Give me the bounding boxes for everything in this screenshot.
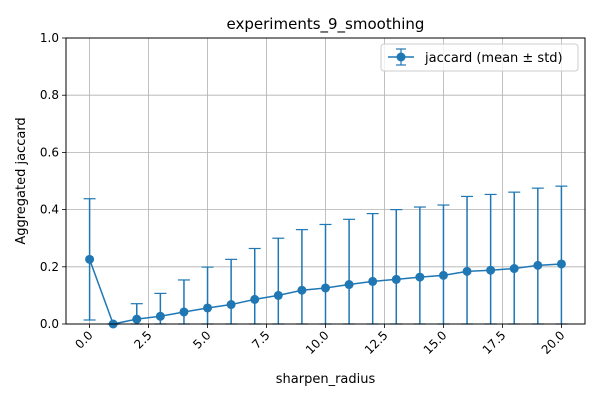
data-point — [85, 254, 95, 264]
data-point — [273, 290, 283, 300]
data-point — [486, 265, 496, 275]
data-point — [132, 314, 142, 324]
data-point — [391, 274, 401, 284]
data-point — [179, 307, 189, 317]
data-point — [203, 303, 213, 313]
y-axis-label: Aggregated jaccard — [14, 117, 29, 244]
data-point — [250, 294, 260, 304]
legend-box — [380, 43, 579, 72]
data-point — [368, 276, 378, 286]
y-tick-label: 0.6 — [40, 145, 59, 159]
data-point — [533, 260, 543, 270]
data-point — [226, 300, 236, 310]
data-point — [415, 272, 425, 282]
legend: jaccard (mean ± std) — [380, 43, 579, 72]
y-tick-label: 0.4 — [40, 203, 59, 217]
data-point — [321, 283, 330, 293]
y-tick-label: 0.0 — [40, 317, 59, 331]
data-point — [438, 270, 448, 280]
legend-label: jaccard (mean ± std) — [424, 51, 563, 66]
data-point — [155, 311, 165, 321]
series-group — [83, 185, 568, 329]
chart-title: experiments_9_smoothing — [227, 15, 425, 34]
data-point — [462, 266, 472, 276]
data-point — [344, 280, 354, 290]
y-tick-label: 0.8 — [40, 88, 59, 102]
data-point — [556, 259, 566, 269]
x-axis-label: sharpen_radius — [276, 372, 376, 387]
y-tick-label: 0.2 — [40, 260, 59, 274]
data-point — [297, 285, 307, 295]
data-point — [509, 264, 519, 274]
y-tick-label: 1.0 — [40, 31, 59, 45]
legend-marker — [396, 52, 406, 62]
